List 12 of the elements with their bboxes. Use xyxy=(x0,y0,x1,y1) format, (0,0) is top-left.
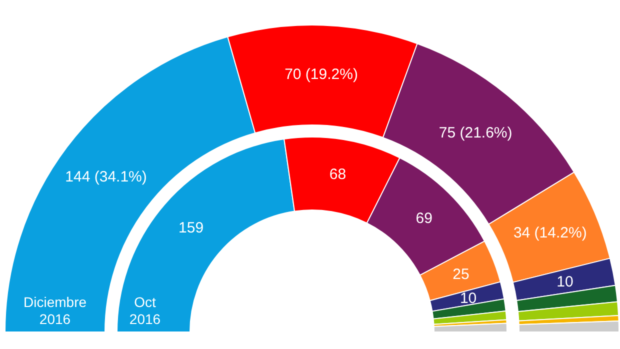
data-label: 159 xyxy=(178,219,204,236)
data-label: 10 xyxy=(556,273,574,290)
text: Oct 2016 xyxy=(129,294,161,327)
data-label: 69 xyxy=(416,210,432,227)
data-label: 10 xyxy=(460,290,477,307)
data-label: 68 xyxy=(329,166,346,184)
data-label: 144 (34.1%) xyxy=(65,168,147,186)
data-label: 34 (14.2%) xyxy=(513,224,587,242)
data-label: 70 (19.2%) xyxy=(284,66,358,84)
data-label: 75 (21.6%) xyxy=(438,124,512,142)
text: Diciembre 2016 xyxy=(23,294,87,327)
data-label: 25 xyxy=(452,266,470,283)
